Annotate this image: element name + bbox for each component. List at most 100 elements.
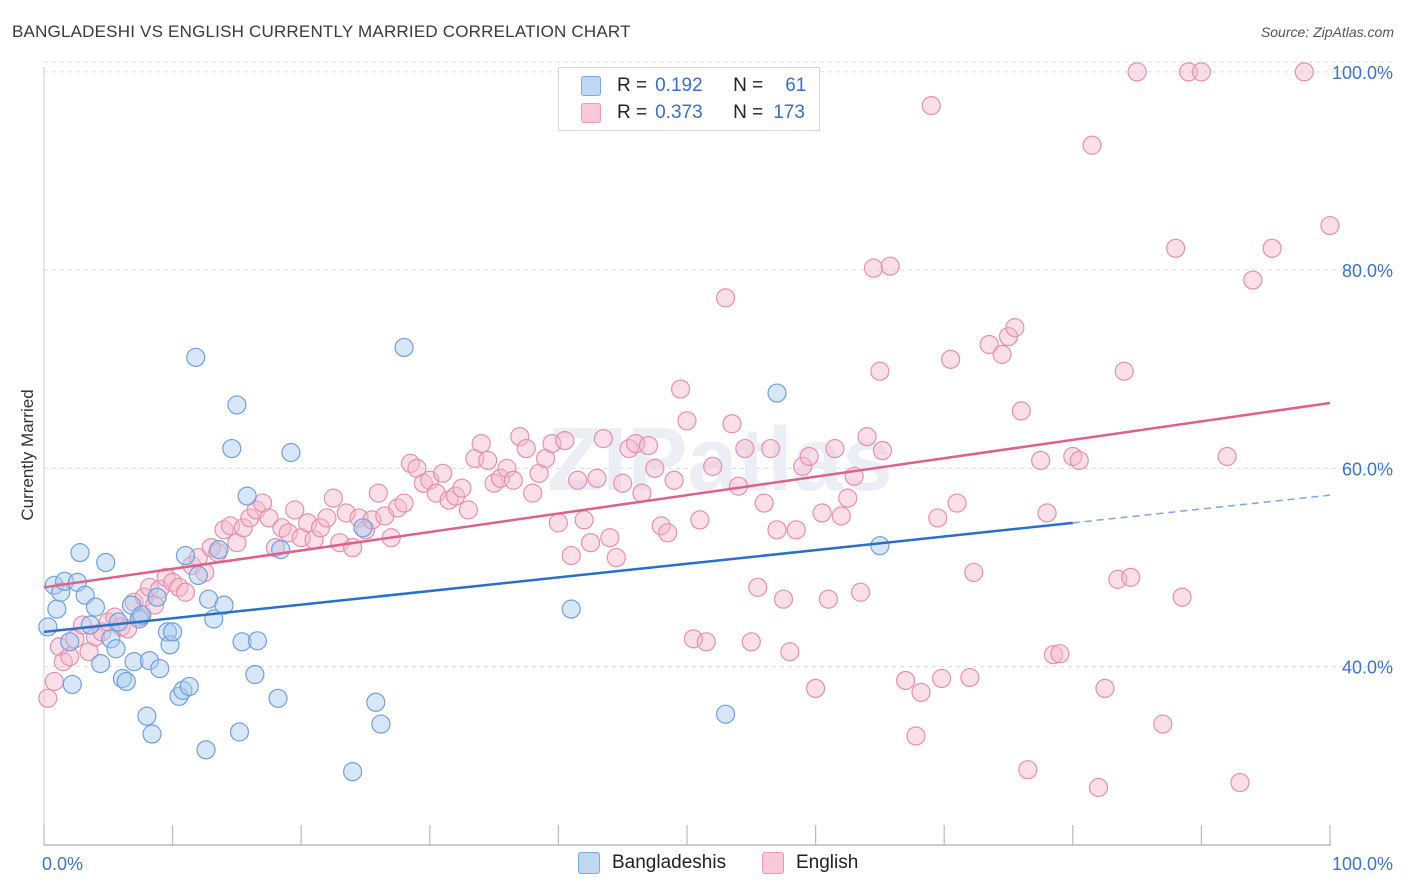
- bangladeshi-point: [108, 612, 129, 632]
- english-point: [1320, 215, 1340, 236]
- bottom-legend-label-english: English: [796, 852, 859, 873]
- english-point: [992, 344, 1012, 364]
- english-point: [233, 518, 253, 538]
- english-point: [880, 256, 900, 276]
- english-point: [85, 627, 106, 647]
- bangladeshi-point: [85, 597, 106, 617]
- english-point: [831, 506, 851, 526]
- bangladeshi-point: [80, 615, 100, 635]
- english-point: [484, 473, 504, 493]
- grid-lines: [44, 61, 1395, 668]
- legend-swatch-bangladeshis: [581, 76, 601, 96]
- bangladeshi-point: [561, 599, 581, 619]
- bottom-legend-swatch-bangladeshis: [578, 852, 600, 874]
- english-point: [561, 545, 581, 566]
- english-point: [600, 528, 620, 548]
- bangladeshi-point: [70, 543, 90, 563]
- english-point: [317, 508, 337, 528]
- bangladeshi-point: [137, 706, 157, 726]
- english-point: [503, 470, 523, 490]
- english-point: [1050, 644, 1070, 664]
- english-point: [947, 493, 967, 513]
- bangladeshi-point: [60, 632, 80, 652]
- bangladeshi-point: [196, 740, 216, 760]
- english-point: [921, 96, 941, 116]
- bangladeshi-point: [62, 674, 82, 695]
- legend-row-bangladeshis: R = 0.192 N = 61: [581, 73, 806, 99]
- legend-n-label: N =: [733, 102, 764, 123]
- legend-r-label: R =: [617, 75, 648, 96]
- english-point: [1011, 401, 1031, 421]
- bangladeshi-point: [229, 722, 250, 742]
- english-point: [44, 671, 64, 692]
- bangladeshi-point: [245, 664, 265, 685]
- bangladeshi-point: [179, 676, 199, 697]
- english-point: [979, 334, 999, 355]
- english-point: [1095, 678, 1115, 699]
- bangladeshi-point: [106, 639, 126, 659]
- bangladeshi-point: [222, 438, 242, 459]
- english-point: [838, 488, 858, 508]
- english-point: [664, 470, 684, 490]
- english-point: [1031, 450, 1051, 471]
- english-point: [388, 498, 408, 518]
- english-point: [1069, 450, 1089, 471]
- english-point: [703, 456, 723, 476]
- english-point: [175, 582, 196, 602]
- legend-r-value: 0.192: [655, 75, 703, 96]
- bangladeshi-point: [268, 688, 288, 708]
- english-point: [932, 668, 952, 689]
- english-point: [310, 518, 331, 538]
- english-point: [658, 523, 678, 543]
- english-point: [690, 510, 710, 530]
- bangladeshi-point: [101, 629, 121, 649]
- english-point: [259, 508, 279, 528]
- english-point: [1082, 135, 1102, 155]
- bangladeshi-point: [51, 582, 71, 602]
- english-point: [1217, 446, 1237, 467]
- english-point: [49, 637, 70, 657]
- bottom-legend-label-bangladeshis: Bangladeshis: [612, 852, 727, 873]
- english-point: [368, 483, 388, 503]
- trend-lines: [43, 401, 1331, 634]
- legend-swatch-english: [581, 103, 601, 123]
- english-point: [1243, 270, 1263, 290]
- bangladeshi-point: [186, 347, 206, 367]
- bangladeshi-point: [366, 692, 386, 712]
- english-point: [911, 682, 931, 702]
- english-point: [548, 513, 569, 533]
- english-point: [60, 647, 80, 667]
- english-point: [906, 726, 926, 746]
- english-point: [748, 577, 768, 597]
- english-point: [445, 486, 466, 506]
- english-point: [805, 678, 826, 699]
- english-point: [272, 518, 292, 538]
- english-point: [433, 463, 453, 483]
- english-point: [619, 438, 639, 459]
- english-point: [870, 361, 890, 381]
- english-point: [1127, 62, 1147, 82]
- english-point: [863, 258, 884, 278]
- english-point: [741, 632, 761, 652]
- bottom-legend-bangladeshis: Bangladeshis: [578, 852, 726, 874]
- english-point: [1166, 238, 1186, 258]
- english-point: [156, 567, 176, 587]
- watermark: ZIPatlas: [547, 410, 892, 510]
- y-axis-title: Currently Married: [18, 389, 37, 521]
- bangladeshi-point: [132, 605, 152, 625]
- english-point: [1153, 714, 1173, 734]
- bangladeshi-point: [188, 565, 208, 586]
- bangladeshi-point: [281, 442, 301, 463]
- english-point: [1088, 777, 1109, 798]
- trend-line-english: [43, 401, 1331, 589]
- trend-line-bangladeshis: [43, 521, 1073, 634]
- bangladeshi-point: [247, 631, 268, 651]
- bangladeshi-point: [147, 587, 167, 607]
- english-point: [568, 470, 588, 490]
- english-point: [240, 508, 260, 528]
- english-point: [1121, 567, 1141, 587]
- english-point: [1294, 62, 1314, 82]
- english-point: [670, 379, 691, 399]
- english-point: [767, 520, 787, 540]
- bangladeshi-point: [116, 671, 136, 692]
